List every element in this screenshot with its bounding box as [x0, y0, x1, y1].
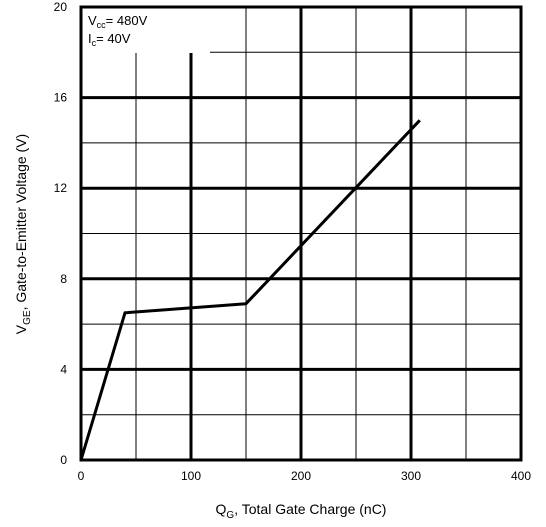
- y-axis-title-main: V: [13, 324, 29, 334]
- x-tick-label: 200: [291, 469, 311, 483]
- annotation-vcc-rest: = 480V: [106, 13, 148, 28]
- x-axis-title: QG, Total Gate Charge (nC): [216, 501, 387, 521]
- x-axis-title-sub: G: [226, 510, 234, 521]
- y-tick-label: 8: [60, 272, 67, 286]
- y-tick-label: 12: [54, 181, 68, 195]
- series-line: [79, 119, 421, 461]
- x-tick-label: 300: [401, 469, 421, 483]
- x-tick-label: 100: [181, 469, 201, 483]
- x-tick-label: 0: [78, 469, 85, 483]
- y-tick-label: 20: [54, 0, 68, 14]
- annotation-vcc-sub: cc: [97, 20, 107, 30]
- series-lines: [79, 119, 421, 461]
- grid: [81, 7, 521, 460]
- annotation-ic: Ic= 40V: [88, 31, 131, 48]
- tick-labels: 0 100 200 300 400 0 4 8 12 16 20: [54, 0, 532, 483]
- y-axis-title-rest: , Gate-to-Emitter Voltage (V): [13, 134, 29, 311]
- annotation-vcc-main: V: [88, 13, 97, 28]
- y-tick-label: 0: [60, 453, 67, 467]
- annotation-vcc: Vcc= 480V: [88, 13, 148, 30]
- annotation-ic-main: I: [88, 31, 92, 46]
- annotation-ic-sub: c: [92, 38, 97, 48]
- y-tick-label: 4: [60, 362, 67, 376]
- x-tick-label: 400: [511, 469, 531, 483]
- y-axis-title: VGE, Gate-to-Emitter Voltage (V): [13, 134, 33, 334]
- x-axis-title-rest: , Total Gate Charge (nC): [234, 501, 386, 517]
- y-axis-title-sub: GE: [22, 310, 33, 325]
- plot-frame: [79, 5, 523, 462]
- annotation-ic-rest: = 40V: [96, 31, 131, 46]
- annotation-box: [82, 5, 210, 53]
- x-axis-title-main: Q: [216, 501, 227, 517]
- y-tick-label: 16: [54, 91, 68, 105]
